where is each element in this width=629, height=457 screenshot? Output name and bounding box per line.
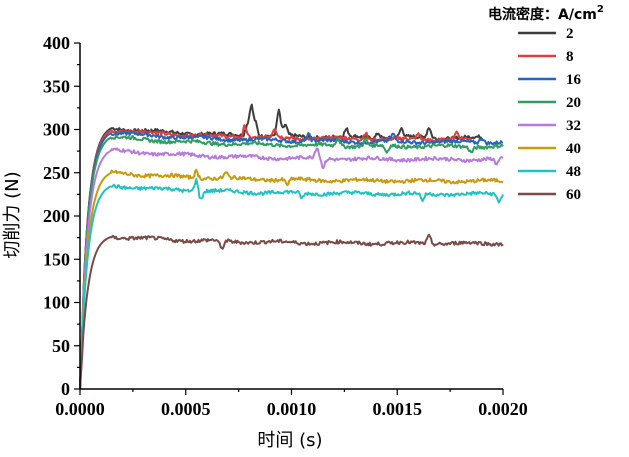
legend-title-text: 电流密度：A/cm bbox=[488, 6, 597, 23]
y-tick-label: 400 bbox=[43, 33, 70, 53]
y-tick-label: 200 bbox=[43, 206, 70, 226]
y-tick-label: 100 bbox=[43, 293, 70, 313]
legend: 2 8 16 20 32 40 48 60 bbox=[518, 26, 582, 203]
x-tick-label: 0.0005 bbox=[161, 399, 211, 419]
legend-label-2: 2 bbox=[566, 26, 574, 42]
legend-label-8: 8 bbox=[566, 49, 574, 65]
legend-label-60: 60 bbox=[566, 187, 581, 203]
y-tick-label: 0 bbox=[61, 379, 70, 399]
series-line-20 bbox=[79, 134, 504, 390]
x-tick-label: 0.0015 bbox=[373, 399, 423, 419]
y-tick-label: 250 bbox=[43, 163, 70, 183]
series-line-40 bbox=[79, 168, 504, 390]
x-tick-label: 0.0000 bbox=[55, 399, 105, 419]
series-line-60 bbox=[79, 233, 504, 390]
plot-lines bbox=[79, 103, 504, 390]
series-line-48 bbox=[79, 178, 504, 390]
y-tick-label: 150 bbox=[43, 249, 70, 269]
y-tick-label: 300 bbox=[43, 120, 70, 140]
legend-label-16: 16 bbox=[566, 72, 582, 88]
legend-label-20: 20 bbox=[566, 95, 581, 111]
series-line-32 bbox=[79, 147, 504, 390]
legend-label-48: 48 bbox=[566, 164, 581, 180]
series-line-16 bbox=[79, 130, 504, 390]
x-tick-label: 0.0020 bbox=[478, 399, 528, 419]
y-tick-label: 50 bbox=[52, 336, 70, 356]
y-axis-title: 切削力 (N) bbox=[2, 171, 23, 258]
x-axis-title: 时间 (s) bbox=[257, 430, 322, 451]
series-line-8 bbox=[79, 124, 473, 390]
x-tick-label: 0.0010 bbox=[267, 399, 317, 419]
legend-label-32: 32 bbox=[566, 118, 581, 134]
legend-title-superscript: 2 bbox=[597, 4, 604, 15]
legend-label-40: 40 bbox=[566, 141, 581, 157]
y-tick-label: 350 bbox=[43, 76, 70, 96]
legend-title: 电流密度：A/cm2 bbox=[488, 4, 604, 23]
axes: 0 50 100 150 200 250 300 350 400 0.0000 0.0005 0.00… bbox=[43, 33, 528, 419]
